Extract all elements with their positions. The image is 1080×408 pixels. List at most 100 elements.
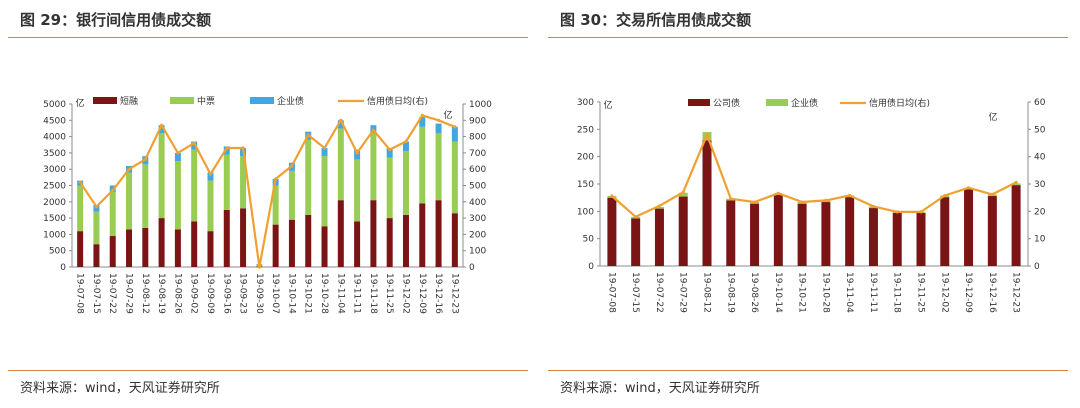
bar-segment [797,203,807,266]
line-point [990,192,994,196]
bar-segment [126,172,133,230]
bar-segment [77,231,84,267]
x-tick-label: 19-10-21 [303,273,313,314]
bar-segment [726,200,736,266]
line-point [127,167,131,171]
bar-segment [964,189,974,266]
line-point [225,146,229,150]
line-point [274,177,278,181]
line-point [436,118,441,122]
y-left-tick-label: 250 [577,125,594,135]
y-right-tick-label: 400 [469,198,486,208]
bar-segment [288,219,295,267]
y-left-tick-label: 300 [577,98,594,108]
y-left-tick-label: 1000 [43,230,66,240]
legend-swatch [766,99,788,106]
y-right-tick-label: 30 [1034,180,1046,190]
y-right-tick-label: 0 [1034,262,1040,272]
y-left-tick-label: 4500 [43,116,66,126]
y-right-unit-label: 亿 [443,109,452,121]
bar-segment [940,197,950,266]
legend-label: 中票 [197,95,215,107]
x-tick-label: 19-07-22 [654,272,664,313]
x-tick-label: 19-11-18 [368,273,378,314]
bar-segment [337,120,344,129]
bar-segment [451,126,458,142]
line-series [79,114,456,269]
y-right-tick-label: 300 [469,214,486,224]
bar-segment [174,229,181,267]
line-point [752,200,757,204]
x-tick-label: 19-12-16 [987,272,997,313]
y-right-tick-label: 50 [1034,125,1046,135]
bar-segment [1011,183,1021,186]
line-point [404,139,408,144]
bar-segment [1011,185,1021,266]
bar-segment [207,172,214,181]
x-tick-label: 19-09-09 [205,273,215,314]
y-left-tick-label: 200 [577,153,594,163]
bar-segment [191,141,198,150]
x-tick-label: 19-07-22 [107,273,117,314]
line-point [610,194,614,198]
x-tick-label: 19-10-28 [820,272,830,313]
bar-segment [868,208,878,266]
x-tick-label: 19-08-12 [702,272,712,313]
bar-segment [916,212,926,266]
bar-segment [678,196,688,266]
legend-label: 信用债日均(右) [367,95,428,107]
x-tick-label: 19-12-16 [433,273,443,314]
bar-segment [435,133,442,201]
bar-segment [207,231,214,267]
line-point [453,125,457,129]
x-tick-label: 19-12-23 [449,273,459,314]
x-tick-label: 19-09-30 [254,273,264,314]
bar-segment [702,140,712,266]
bar-segment [678,192,688,197]
bar-segment [223,154,230,210]
bar-segment [240,208,247,267]
line-point [111,188,115,192]
y-right-tick-label: 40 [1034,153,1046,163]
x-tick-label: 19-09-02 [189,273,199,314]
bar-segment [174,161,181,230]
bar-segment [337,200,344,267]
bar-segment [93,244,100,267]
bar-segment [288,170,295,220]
line-point [143,157,147,162]
x-tick-label: 19-09-16 [221,273,231,314]
line-series [611,133,1017,218]
line-point [824,198,828,202]
bar-segment [354,221,361,267]
line-point [160,123,164,127]
bar-segment [451,213,458,267]
y-left-unit-label: 亿 [603,99,612,111]
y-left-tick-label: 0 [588,262,594,272]
figure-29-title: 图 29：银行间信用债成交额 [20,11,212,29]
bar-segment [207,180,214,232]
bar-segment [435,200,442,267]
bar-segment [191,149,198,222]
x-tick-label: 19-07-08 [606,272,616,313]
x-tick-label: 19-11-18 [892,272,902,313]
bar-segment [370,133,377,201]
x-tick-label: 19-11-25 [384,273,394,314]
x-tick-label: 19-12-02 [400,273,410,314]
line-point [705,133,709,137]
bar-segment [272,185,279,225]
bar-segment [654,206,664,209]
bar-segment [386,148,393,158]
x-tick-label: 19-10-14 [286,273,296,314]
bar-segment [750,203,760,266]
line-point [681,190,685,194]
bar-segment [892,212,902,266]
x-tick-label: 19-11-04 [335,273,345,314]
line-point [388,148,392,152]
line-point [192,141,196,145]
bar-segment [158,133,165,219]
bar-segment [321,148,328,157]
y-left-tick-label: 0 [60,263,66,273]
legend-label: 短融 [120,95,138,107]
bar-segment [142,227,149,267]
x-tick-label: 19-10-14 [773,272,783,313]
